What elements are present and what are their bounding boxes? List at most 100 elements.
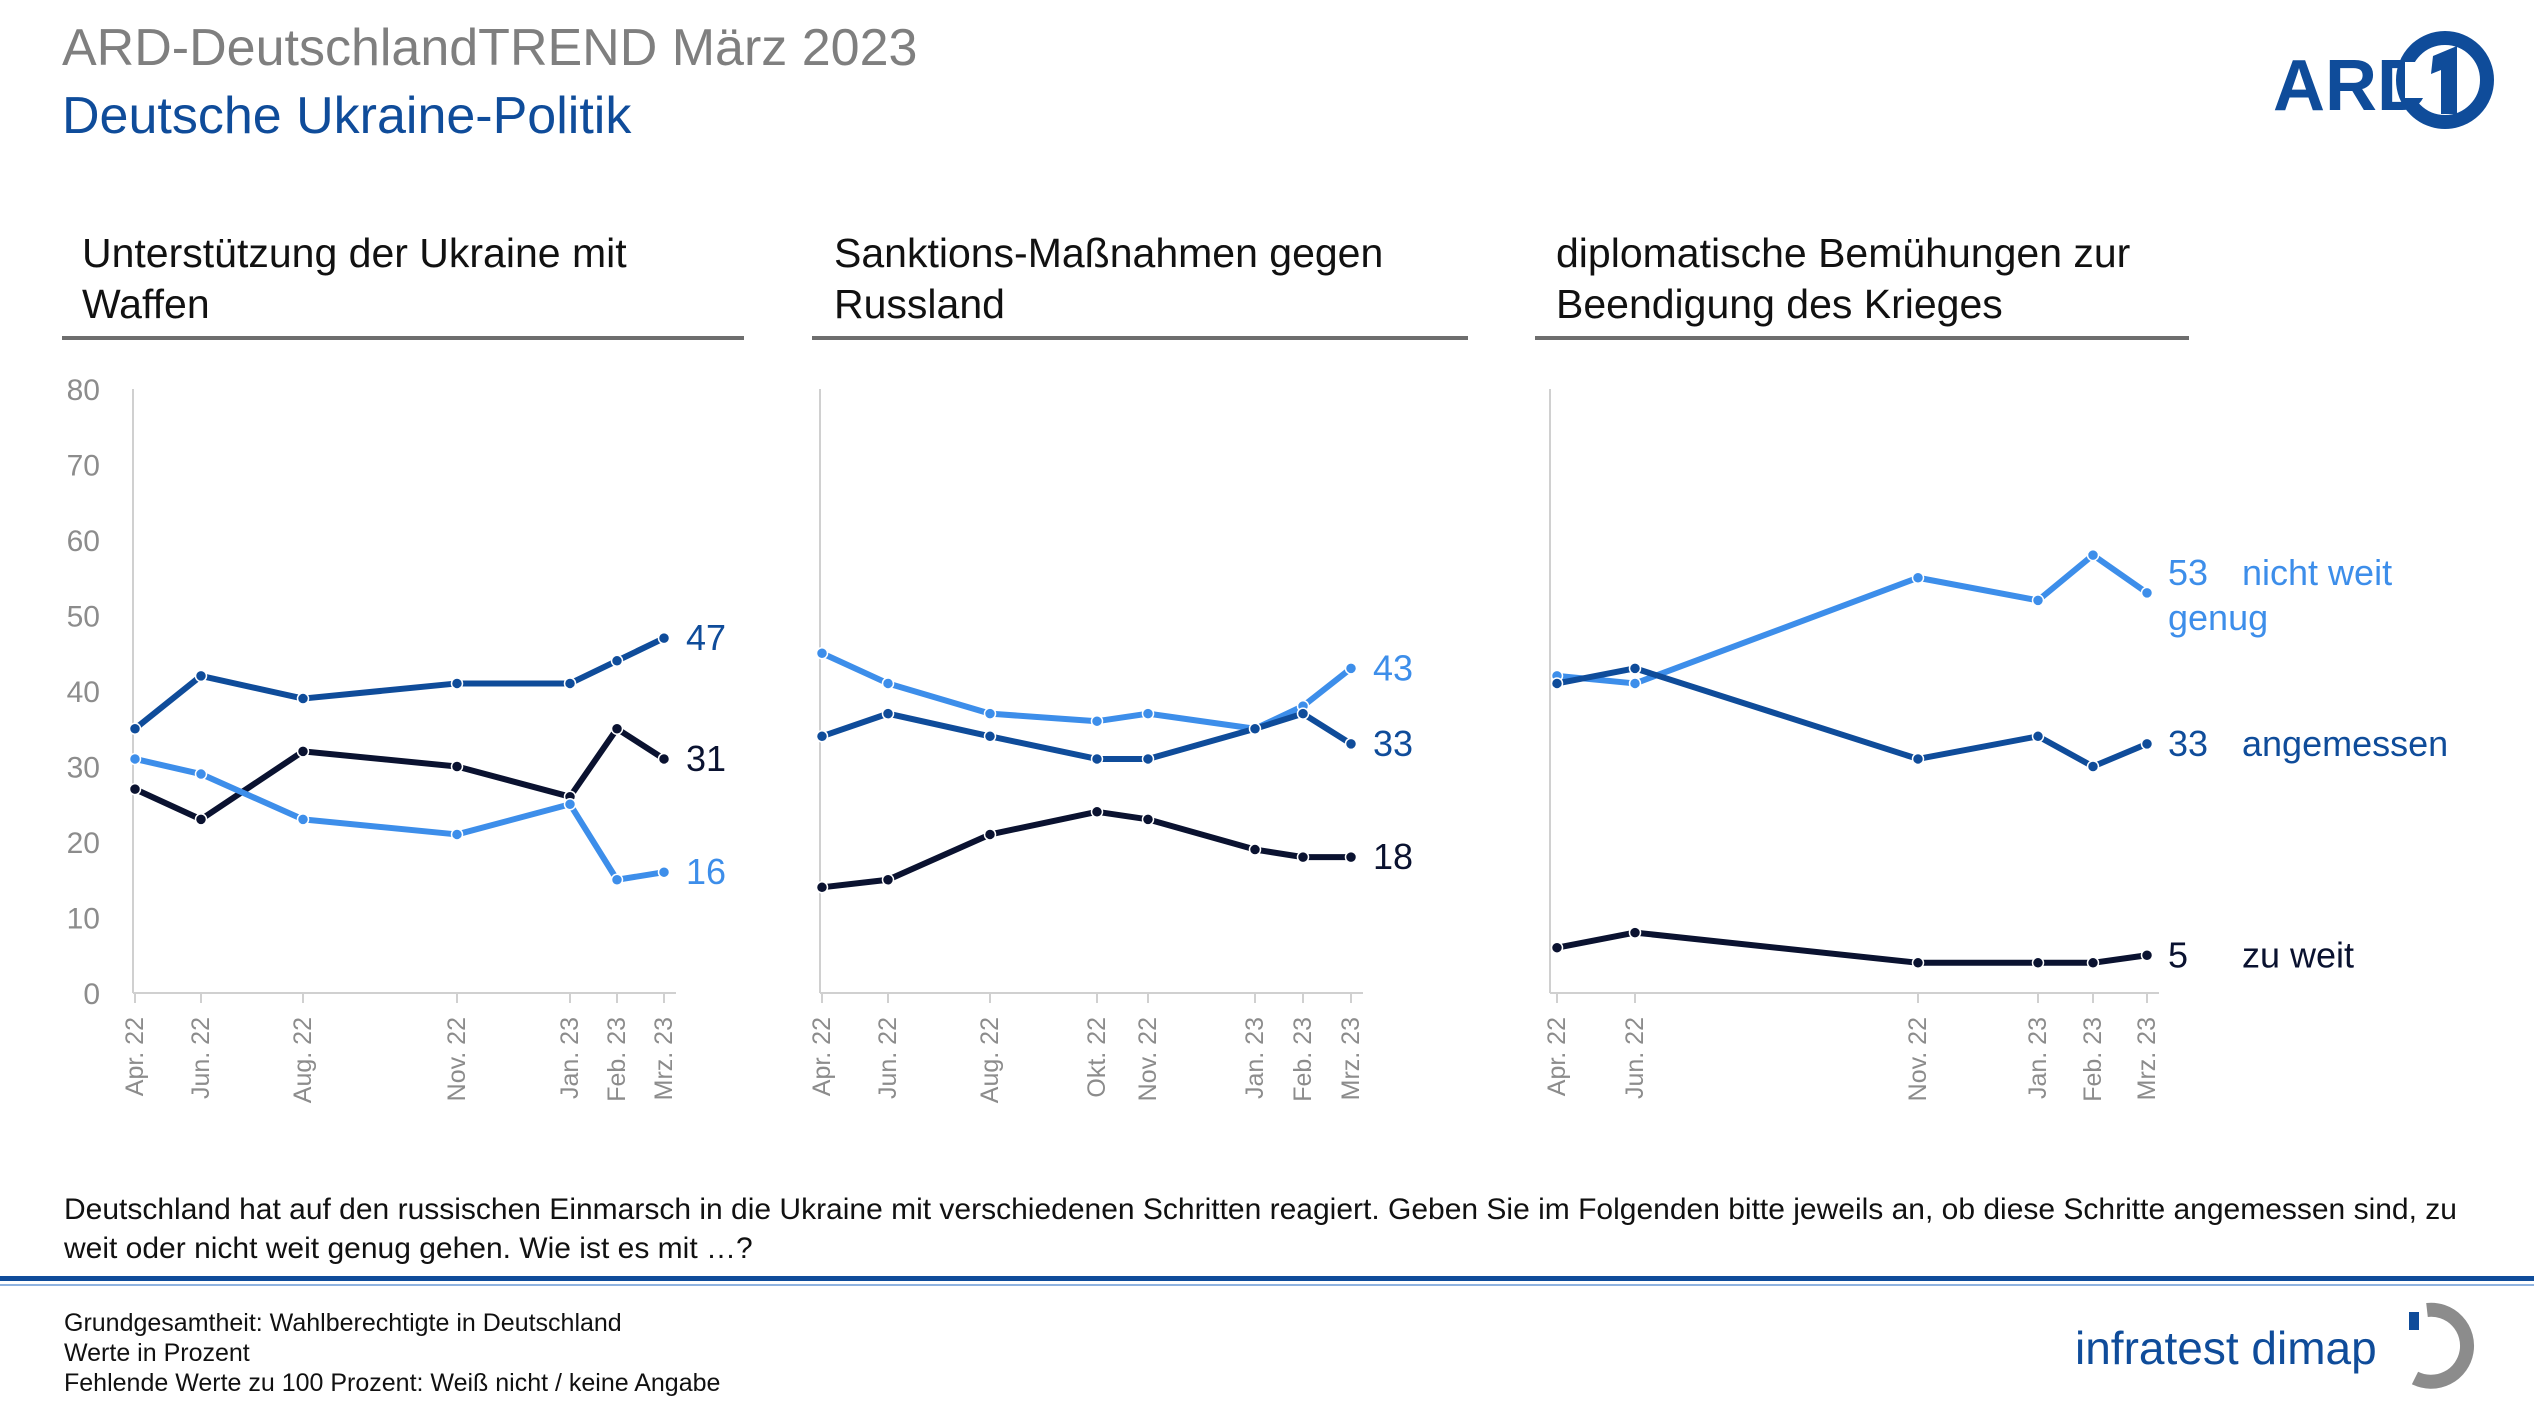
data-point-nicht_weit_genug bbox=[1628, 677, 1642, 690]
y-tick-label: 50 bbox=[67, 601, 100, 634]
end-value-label-zu_weit: 18 bbox=[1373, 836, 1413, 877]
data-point-zu_weit bbox=[1344, 850, 1358, 864]
data-point-zu_weit bbox=[2140, 949, 2154, 962]
series-line-nicht_weit_genug bbox=[1554, 552, 2150, 687]
infratest-dimap-logo: infratest dimap bbox=[2075, 1302, 2475, 1389]
x-tick-label: Feb. 23 bbox=[2079, 1017, 2107, 1102]
data-point-angemessen bbox=[610, 654, 624, 668]
data-point-angemessen bbox=[2031, 730, 2045, 743]
x-tick-label: Apr. 22 bbox=[1543, 1017, 1571, 1096]
page-title: ARD-DeutschlandTREND März 2023 bbox=[62, 19, 918, 77]
question-text: Deutschland hat auf den russischen Einma… bbox=[64, 1193, 2457, 1265]
data-point-zu_weit bbox=[1296, 850, 1310, 864]
footer-note-2: Werte in Prozent bbox=[64, 1339, 250, 1367]
data-point-angemessen bbox=[1090, 752, 1104, 766]
data-point-angemessen bbox=[881, 707, 895, 720]
panel2-title-rule bbox=[812, 336, 1468, 340]
data-point-zu_weit bbox=[1141, 813, 1155, 826]
series-line-angemessen bbox=[1554, 665, 2150, 770]
series-line-nicht_weit_genug bbox=[819, 650, 1354, 732]
data-point-nicht_weit_genug bbox=[815, 647, 829, 660]
infratest-mark-icon bbox=[2409, 1302, 2475, 1389]
panel2-title: Sanktions-Maßnahmen gegen Russland bbox=[834, 228, 1383, 330]
data-point-zu_weit bbox=[2086, 956, 2100, 970]
data-point-nicht_weit_genug bbox=[296, 813, 310, 826]
data-point-nicht_weit_genug bbox=[450, 828, 464, 841]
data-point-angemessen bbox=[563, 677, 577, 690]
x-tick-label: Apr. 22 bbox=[121, 1017, 149, 1096]
series-line-angemessen bbox=[819, 710, 1354, 762]
data-point-angemessen bbox=[1141, 752, 1155, 766]
panel1-title-rule bbox=[62, 336, 744, 340]
footer-note-1: Grundgesamtheit: Wahlberechtigte in Deut… bbox=[64, 1309, 622, 1337]
ard-one-icon bbox=[2396, 31, 2494, 129]
legend-label-angemessen: angemessen bbox=[2242, 723, 2448, 764]
series-line-angemessen bbox=[132, 635, 667, 732]
end-value-label-zu_weit: 31 bbox=[686, 738, 726, 779]
data-point-angemessen bbox=[983, 730, 997, 743]
data-point-angemessen bbox=[1296, 707, 1310, 720]
end-value-label-zu_weit: 5 bbox=[2168, 934, 2188, 975]
data-point-nicht_weit_genug bbox=[983, 707, 997, 720]
x-tick-label: Nov. 22 bbox=[1134, 1017, 1162, 1101]
x-tick-label: Jan. 23 bbox=[1241, 1017, 1269, 1099]
panel3-title-rule bbox=[1535, 336, 2189, 340]
data-point-nicht_weit_genug bbox=[1911, 571, 1925, 584]
x-tick-label: Jun. 22 bbox=[187, 1017, 215, 1099]
footer-notes: Grundgesamtheit: Wahlberechtigte in Deut… bbox=[64, 1308, 720, 1398]
x-tick-label: Feb. 23 bbox=[603, 1017, 631, 1102]
y-tick-label: 10 bbox=[67, 903, 100, 936]
end-value-label-nicht_weit_genug: 16 bbox=[686, 851, 726, 892]
series-line-zu_weit bbox=[132, 725, 667, 823]
panel2-title-line2: Russland bbox=[834, 281, 1005, 327]
footer-note-3: Fehlende Werte zu 100 Prozent: Weiß nich… bbox=[64, 1369, 721, 1397]
end-value-label-angemessen: 33 bbox=[1373, 723, 1413, 764]
data-point-nicht_weit_genug bbox=[610, 873, 624, 886]
data-point-nicht_weit_genug bbox=[1344, 662, 1358, 675]
end-value-label-nicht_weit_genug: 43 bbox=[1373, 647, 1413, 688]
data-point-zu_weit bbox=[1628, 926, 1642, 939]
data-point-angemessen bbox=[1911, 752, 1925, 766]
data-point-zu_weit bbox=[450, 760, 464, 773]
data-point-zu_weit bbox=[610, 722, 624, 735]
data-point-angemessen bbox=[2140, 737, 2154, 751]
x-tick-label: Mrz. 23 bbox=[2133, 1017, 2161, 1100]
data-point-zu_weit bbox=[881, 873, 895, 886]
data-point-nicht_weit_genug bbox=[1141, 707, 1155, 720]
end-value-label-angemessen: 33 bbox=[2168, 723, 2208, 764]
data-point-zu_weit bbox=[194, 813, 208, 826]
data-point-nicht_weit_genug bbox=[657, 865, 671, 879]
data-point-zu_weit bbox=[1911, 956, 1925, 970]
data-point-zu_weit bbox=[1090, 805, 1104, 819]
x-tick-label: Okt. 22 bbox=[1083, 1017, 1111, 1098]
x-tick-label: Mrz. 23 bbox=[650, 1017, 678, 1100]
x-tick-label: Jan. 23 bbox=[2024, 1017, 2052, 1099]
end-value-label-nicht_weit_genug: 53 bbox=[2168, 552, 2208, 593]
data-point-zu_weit bbox=[1550, 941, 1564, 954]
ard-logo: ARD bbox=[2273, 31, 2494, 129]
y-tick-label: 70 bbox=[67, 450, 100, 483]
infratest-logo-text: infratest dimap bbox=[2075, 1322, 2377, 1374]
data-point-zu_weit bbox=[296, 745, 310, 758]
legend-label-zu_weit: zu weit bbox=[2242, 934, 2354, 975]
y-tick-label: 40 bbox=[67, 676, 100, 709]
y-tick-label: 0 bbox=[83, 978, 100, 1011]
x-tick-label: Nov. 22 bbox=[443, 1017, 471, 1101]
y-tick-label: 30 bbox=[67, 752, 100, 785]
data-point-angemessen bbox=[128, 722, 142, 735]
panel1-title: Unterstützung der Ukraine mit Waffen bbox=[82, 228, 627, 330]
y-tick-label: 60 bbox=[67, 525, 100, 558]
data-point-nicht_weit_genug bbox=[2031, 594, 2045, 607]
data-point-zu_weit bbox=[2031, 956, 2045, 970]
x-tick-label: Apr. 22 bbox=[808, 1017, 836, 1096]
data-point-nicht_weit_genug bbox=[881, 677, 895, 690]
footer-divider-light bbox=[0, 1284, 2534, 1286]
x-tick-label: Nov. 22 bbox=[1904, 1017, 1932, 1101]
panel2-title-line1: Sanktions-Maßnahmen gegen bbox=[834, 230, 1384, 276]
panel3-title-line1: diplomatische Bemühungen zur bbox=[1556, 230, 2131, 276]
data-point-zu_weit bbox=[128, 782, 142, 796]
series-line-zu_weit bbox=[819, 808, 1354, 891]
x-tick-label: Jun. 22 bbox=[1621, 1017, 1649, 1099]
data-point-angemessen bbox=[657, 631, 671, 645]
x-tick-label: Jan. 23 bbox=[556, 1017, 584, 1099]
